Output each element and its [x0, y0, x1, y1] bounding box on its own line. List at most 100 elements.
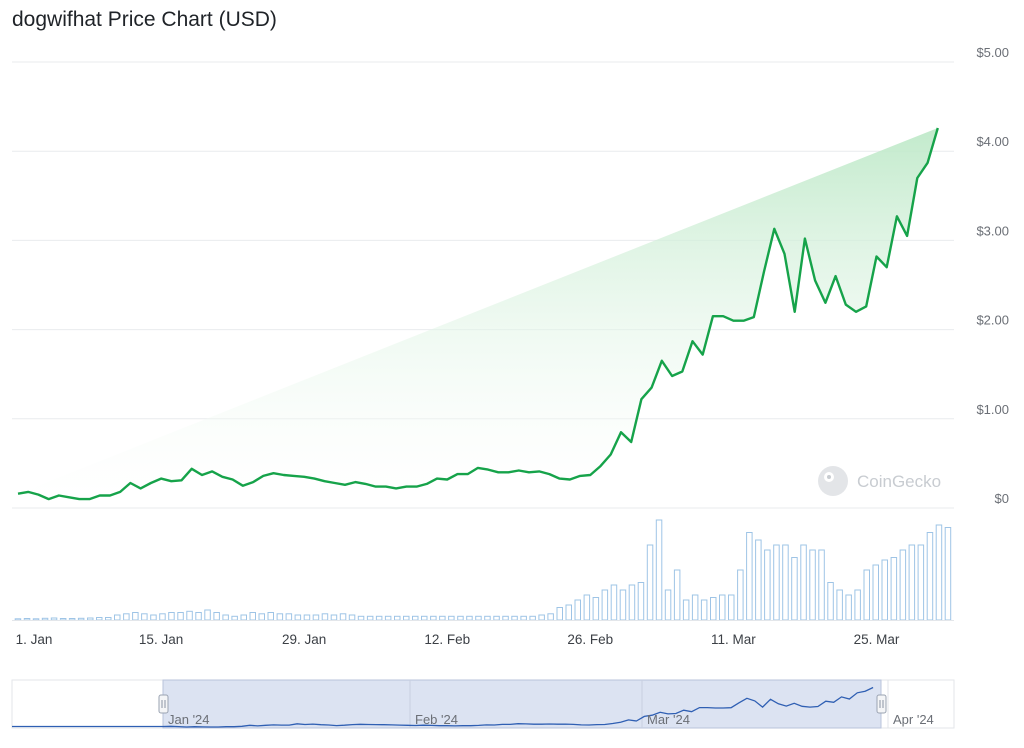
volume-bar [475, 615, 482, 621]
volume-bar [204, 609, 211, 621]
volume-bar [366, 615, 374, 621]
navigator-label-mar: Mar '24 [647, 712, 690, 727]
volume-bar [836, 589, 843, 621]
x-axis: 1. Jan 15. Jan 29. Jan 12. Feb 26. Feb 11. Ma… [16, 632, 900, 647]
volume-bar [601, 589, 609, 621]
volume-bar [384, 615, 392, 621]
y-tick-label: $3.00 [976, 223, 1009, 238]
volume-bar [556, 607, 563, 621]
volume-bar [195, 612, 202, 621]
volume-bar [448, 615, 455, 621]
volume-bar [899, 549, 907, 621]
volume-bar [412, 615, 419, 621]
volume-bar [664, 589, 672, 621]
volume-bar [32, 618, 40, 621]
volume-bar [439, 615, 446, 621]
volume-bar [150, 614, 157, 621]
volume-bar [728, 594, 735, 621]
volume-bar [240, 614, 247, 621]
volume-bar [773, 544, 780, 621]
volume-bar [141, 613, 148, 621]
volume-bar [881, 559, 888, 621]
x-tick-label: 12. Feb [424, 632, 470, 647]
y-tick-label: $4.00 [976, 134, 1009, 149]
volume-bar [375, 615, 383, 621]
volume-bar [321, 613, 329, 621]
volume-bar [403, 615, 410, 621]
watermark-text: CoinGecko [857, 472, 941, 491]
x-tick-label: 1. Jan [16, 632, 53, 647]
volume-bar [574, 599, 581, 621]
volume-bar [511, 615, 518, 621]
navigator-line [12, 686, 874, 728]
volume-bar [700, 599, 708, 621]
volume-bar [312, 614, 320, 621]
volume-bar [755, 539, 762, 621]
volume-bar [872, 564, 879, 621]
x-tick-label: 15. Jan [139, 632, 183, 647]
volume-bar [348, 614, 356, 621]
volume-bar [791, 557, 798, 621]
x-tick-label: 26. Feb [567, 632, 613, 647]
volume-bar [673, 569, 681, 621]
volume-bar [186, 610, 193, 621]
x-tick-label: 29. Jan [282, 632, 326, 647]
range-navigator[interactable]: Jan '24 Feb '24 Mar '24 Apr '24 [11, 679, 955, 729]
coingecko-watermark: CoinGecko [818, 466, 941, 496]
volume-bar [484, 615, 491, 621]
volume-bar [935, 524, 943, 621]
volume-bar [529, 615, 536, 621]
volume-bar [890, 557, 898, 621]
volume-bar [610, 584, 618, 621]
volume-bar [114, 614, 121, 621]
volume-bar [737, 569, 744, 621]
volume-bar [917, 544, 925, 621]
volume-bar [619, 589, 627, 621]
volume-bar [845, 594, 852, 621]
volume-bar [159, 613, 166, 621]
range-selection[interactable] [162, 679, 882, 729]
volume-bar [565, 604, 572, 621]
volume-bar [809, 549, 816, 621]
volume-bar [96, 617, 103, 621]
volume-bar [583, 594, 591, 621]
volume-bar [59, 618, 67, 621]
volume-bar [339, 613, 347, 621]
volume-bar [502, 615, 509, 621]
price-line[interactable] [17, 127, 939, 501]
volume-bar [68, 618, 76, 621]
y-tick-label: $5.00 [976, 45, 1009, 60]
volume-bar [14, 618, 22, 621]
volume-bar [710, 597, 717, 621]
x-tick-label: 25. Mar [854, 632, 900, 647]
y-tick-label: $1.00 [976, 402, 1009, 417]
volume-bar [854, 589, 861, 621]
volume-bar [41, 617, 49, 621]
volume-bar [628, 584, 636, 621]
volume-bar [123, 613, 130, 621]
price-area [18, 128, 938, 500]
volume-bar [719, 594, 726, 621]
range-handle-left-icon[interactable] [158, 694, 169, 714]
volume-bar [637, 582, 645, 621]
volume-bar [213, 612, 220, 621]
navigator-label-apr: Apr '24 [893, 712, 934, 727]
volume-bar [77, 617, 85, 621]
volume-bar [177, 612, 184, 621]
volume-bar [231, 615, 238, 621]
y-tick-label: $2.00 [976, 313, 1009, 328]
coingecko-logo-icon [818, 466, 848, 496]
volume-bar [493, 615, 500, 621]
volume-bar [294, 614, 302, 621]
range-handle-right-icon[interactable] [876, 694, 887, 714]
volume-bar [782, 544, 789, 621]
volume-bar [908, 544, 916, 621]
volume-bar [303, 614, 311, 621]
volume-bar [863, 569, 870, 621]
volume-bar [168, 612, 175, 621]
volume-bar [430, 615, 437, 621]
volume-bar [944, 527, 952, 621]
volume-bar [547, 613, 554, 621]
volume-bar [520, 615, 527, 621]
